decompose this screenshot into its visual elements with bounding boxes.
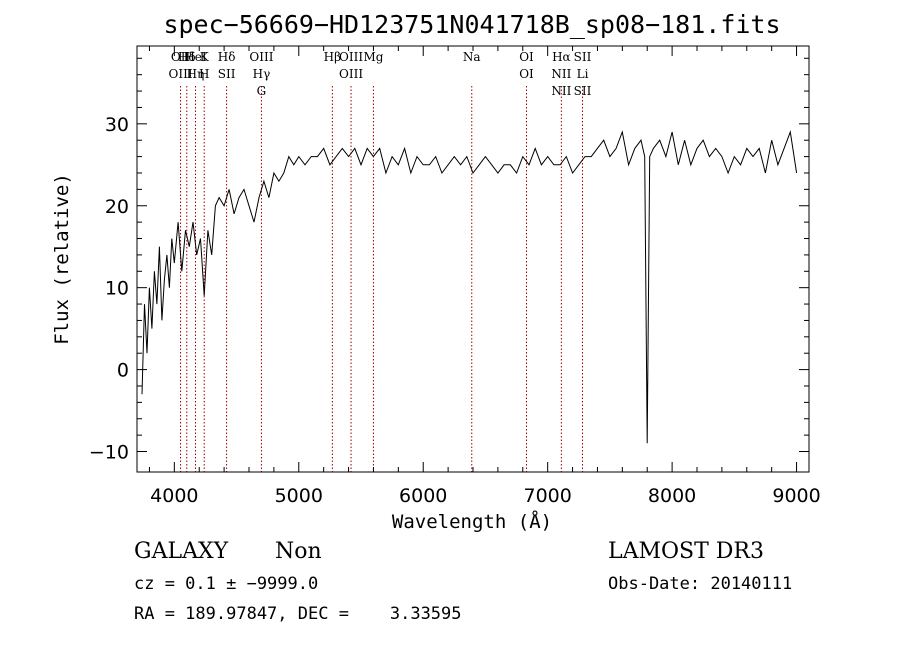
emission-line-label: Hγ — [253, 67, 271, 81]
x-tick-label: 5000 — [275, 485, 323, 507]
emission-line-label: OIII — [339, 67, 363, 81]
spectrum-line — [141, 130, 798, 444]
emission-line-label: NII — [551, 84, 571, 98]
emission-line-label: OII — [171, 50, 191, 64]
emission-line-label: K — [200, 50, 210, 64]
observation-date: Obs-Date: 20140111 — [608, 574, 792, 594]
x-tick-label: 8000 — [648, 485, 696, 507]
emission-line-label: H — [199, 67, 209, 81]
emission-line-label: Hη — [187, 67, 205, 81]
x-tick-label: 9000 — [772, 485, 820, 507]
y-tick-label: 10 — [105, 278, 129, 300]
emission-line-markers — [180, 86, 584, 472]
emission-line-label: NII — [551, 67, 571, 81]
object-subclass: Non — [275, 539, 322, 564]
emission-line-label: OIII — [169, 67, 193, 81]
emission-line-label: Na — [463, 50, 481, 64]
chart-title: spec−56669−HD123751N041718B_sp08−181.fit… — [163, 10, 780, 39]
x-tick-label: 6000 — [399, 485, 447, 507]
y-axis-ticks: −10 0 10 20 30 — [89, 57, 809, 464]
emission-line-label: OI — [519, 50, 534, 64]
x-tick-label: 4000 — [150, 485, 198, 507]
x-axis-ticks: 4000 5000 6000 7000 8000 9000 — [148, 46, 821, 507]
survey-name: LAMOST DR3 — [608, 539, 764, 564]
y-tick-label: 0 — [117, 360, 129, 382]
ra-dec: RA = 189.97847, DEC = 3.33595 — [134, 604, 462, 624]
emission-line-label: Mg — [363, 50, 383, 64]
y-tick-label: 20 — [105, 196, 129, 218]
emission-line-label: SII — [574, 50, 592, 64]
emission-line-label: OIII — [339, 50, 363, 64]
y-axis-label: Flux (relative) — [51, 173, 73, 345]
emission-line-label: Hβ — [324, 50, 341, 64]
emission-line-label: SII — [218, 67, 236, 81]
emission-line-label: SII — [574, 84, 592, 98]
redshift-cz: cz = 0.1 ± −9999.0 — [134, 574, 318, 594]
emission-line-label: HeI — [184, 50, 207, 64]
emission-line-labels: OIIOIIIHδHeIHηKHHδSIIOIIIHγGHβOIIIOIIIMg… — [169, 50, 592, 98]
emission-line-label: Li — [577, 67, 589, 81]
emission-line-label: OI — [519, 67, 534, 81]
emission-line-label: Hδ — [218, 50, 236, 64]
emission-line-label: OIII — [249, 50, 273, 64]
x-tick-label: 7000 — [523, 485, 571, 507]
emission-line-label: Hδ — [178, 50, 196, 64]
plot-frame — [136, 45, 810, 473]
object-class: GALAXY — [134, 539, 229, 564]
emission-line-label: Hα — [552, 50, 571, 64]
emission-line-label: G — [257, 84, 267, 98]
y-tick-label: −10 — [89, 442, 129, 464]
y-tick-label: 30 — [105, 114, 129, 136]
x-axis-label: Wavelength (Å) — [392, 510, 552, 533]
